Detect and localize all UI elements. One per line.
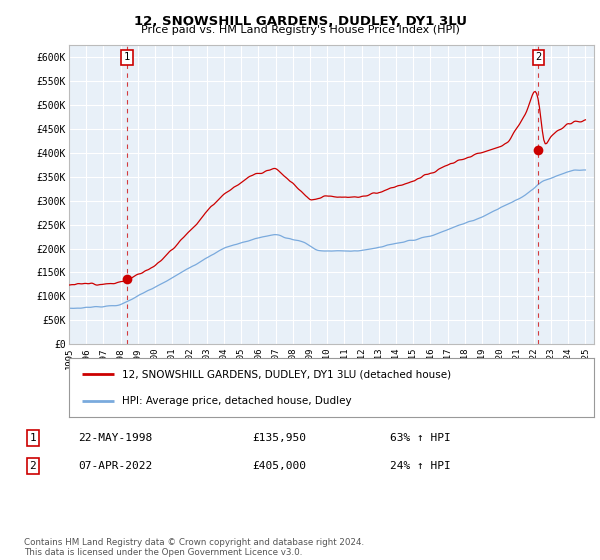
Text: HPI: Average price, detached house, Dudley: HPI: Average price, detached house, Dudl… <box>121 396 351 407</box>
Text: Contains HM Land Registry data © Crown copyright and database right 2024.
This d: Contains HM Land Registry data © Crown c… <box>24 538 364 557</box>
Text: 2: 2 <box>29 461 37 471</box>
Text: £135,950: £135,950 <box>252 433 306 443</box>
Text: 24% ↑ HPI: 24% ↑ HPI <box>390 461 451 471</box>
Text: 1: 1 <box>29 433 37 443</box>
Text: 1: 1 <box>124 53 130 62</box>
Text: £405,000: £405,000 <box>252 461 306 471</box>
Text: Price paid vs. HM Land Registry's House Price Index (HPI): Price paid vs. HM Land Registry's House … <box>140 25 460 35</box>
Text: 12, SNOWSHILL GARDENS, DUDLEY, DY1 3LU (detached house): 12, SNOWSHILL GARDENS, DUDLEY, DY1 3LU (… <box>121 369 451 379</box>
Text: 12, SNOWSHILL GARDENS, DUDLEY, DY1 3LU: 12, SNOWSHILL GARDENS, DUDLEY, DY1 3LU <box>133 15 467 27</box>
Text: 07-APR-2022: 07-APR-2022 <box>78 461 152 471</box>
Text: 22-MAY-1998: 22-MAY-1998 <box>78 433 152 443</box>
Text: 63% ↑ HPI: 63% ↑ HPI <box>390 433 451 443</box>
Text: 2: 2 <box>535 53 542 62</box>
